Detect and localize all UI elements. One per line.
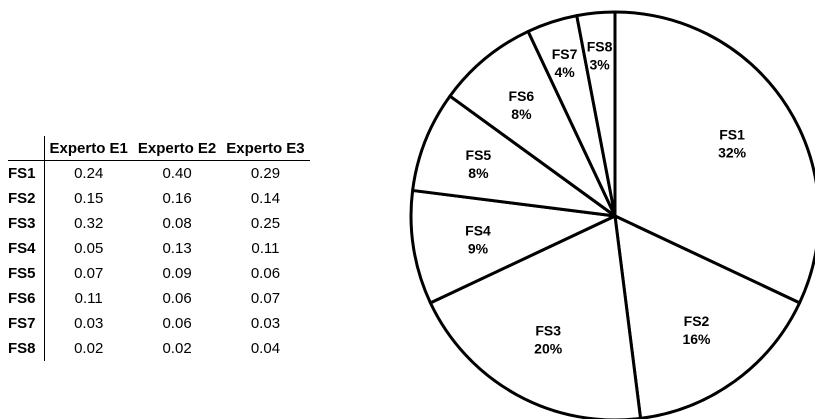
table-cell: 0.08 bbox=[162, 215, 192, 232]
pie-slice-fs1 bbox=[613, 10, 815, 305]
table-cell: 0.11 bbox=[74, 290, 103, 307]
row-label: FS7 bbox=[8, 311, 45, 336]
row-label: FS2 bbox=[8, 186, 45, 211]
table-header-row: Experto E1 Experto E2 Experto E3 bbox=[8, 136, 310, 161]
table-cell: 0.25 bbox=[250, 215, 281, 232]
table-cell: 0.24 bbox=[74, 165, 104, 182]
table-row: FS4 0.05 0.13 0.11 bbox=[8, 236, 310, 261]
pie-label-fs1: FS1 32% bbox=[718, 127, 747, 161]
table-corner-cell bbox=[8, 136, 45, 161]
pie-slice-fs2 bbox=[613, 214, 802, 419]
table-cell: 0.07 bbox=[250, 290, 281, 307]
table-cell: 0.02 bbox=[74, 340, 104, 357]
table-row: FS3 0.32 0.08 0.25 bbox=[8, 211, 310, 236]
pie-label-fs7: FS7 4% bbox=[552, 46, 578, 80]
pie-slice-fs3 bbox=[428, 214, 643, 419]
table-row: FS6 0.11 0.06 0.07 bbox=[8, 286, 310, 311]
table-cell: 0.03 bbox=[74, 315, 104, 332]
row-label: FS8 bbox=[8, 336, 45, 361]
table-row: FS8 0.02 0.02 0.04 bbox=[8, 336, 310, 361]
table-cell: 0.09 bbox=[162, 265, 192, 282]
table-cell: 0.05 bbox=[74, 240, 104, 257]
column-header-e2: Experto E2 bbox=[137, 139, 217, 157]
column-header-e3: Experto E3 bbox=[226, 139, 305, 157]
table-cell: 0.06 bbox=[250, 265, 281, 282]
pie-label-fs2: FS2 16% bbox=[682, 313, 711, 347]
expert-weights-table: Experto E1 Experto E2 Experto E3 FS1 0.2… bbox=[8, 136, 310, 361]
table-cell: 0.15 bbox=[74, 190, 104, 207]
column-header-e1: Experto E1 bbox=[49, 139, 128, 157]
pie-label-fs8: FS8 3% bbox=[587, 39, 613, 73]
table-cell: 0.02 bbox=[162, 340, 192, 357]
pie-slice-fs6 bbox=[448, 29, 617, 218]
row-label: FS5 bbox=[8, 261, 45, 286]
table-row: FS2 0.15 0.16 0.14 bbox=[8, 186, 310, 211]
row-label: FS4 bbox=[8, 236, 45, 261]
pie-slice-fs4 bbox=[409, 188, 617, 305]
table-cell: 0.07 bbox=[74, 265, 104, 282]
table-cell: 0.14 bbox=[250, 190, 281, 207]
table-row: FS5 0.07 0.09 0.06 bbox=[8, 261, 310, 286]
table-cell: 0.03 bbox=[250, 315, 281, 332]
table-cell: 0.11 bbox=[251, 240, 280, 257]
table-row: FS1 0.24 0.40 0.29 bbox=[8, 160, 310, 186]
table-cell: 0.29 bbox=[250, 165, 281, 182]
pie-label-fs6: FS6 8% bbox=[509, 88, 535, 122]
table-cell: 0.04 bbox=[250, 340, 281, 357]
table-cell: 0.13 bbox=[162, 240, 192, 257]
pie-label-fs3: FS3 20% bbox=[534, 323, 563, 357]
table-cell: 0.16 bbox=[162, 190, 192, 207]
pie-label-fs5: FS5 8% bbox=[466, 147, 492, 181]
table-cell: 0.40 bbox=[162, 165, 192, 182]
row-label: FS1 bbox=[8, 160, 45, 186]
table-cell: 0.06 bbox=[162, 290, 192, 307]
row-label: FS3 bbox=[8, 211, 45, 236]
pie-slice-fs8 bbox=[575, 10, 617, 218]
table-row: FS7 0.03 0.06 0.03 bbox=[8, 311, 310, 336]
row-label: FS6 bbox=[8, 286, 45, 311]
pie-slice-fs5 bbox=[411, 94, 617, 218]
pie-label-fs4: FS4 9% bbox=[465, 223, 491, 257]
table-cell: 0.32 bbox=[74, 215, 104, 232]
table-cell: 0.06 bbox=[162, 315, 192, 332]
